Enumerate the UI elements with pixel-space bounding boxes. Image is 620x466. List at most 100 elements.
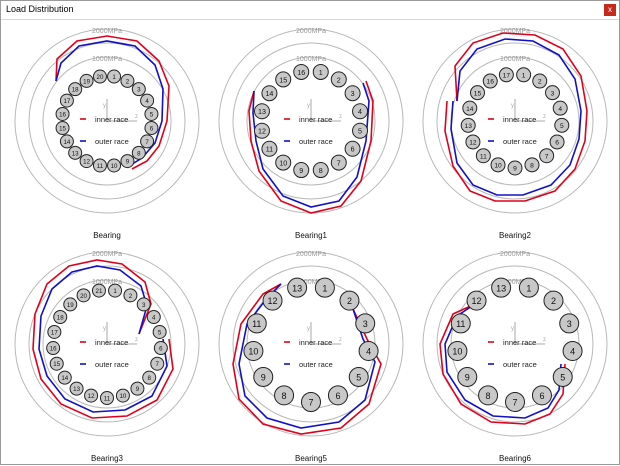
ball [457,366,478,387]
ball-label: 7 [308,398,313,408]
ring-label-inner: 1000MPa [92,56,122,63]
ball-label: 12 [88,393,95,400]
legend-label: outer race [95,137,129,146]
ball [153,341,168,356]
ball [92,158,107,173]
ball-label: 1 [322,283,327,293]
ball-label: 6 [159,346,163,353]
ball-label: 14 [265,90,273,98]
ball-label: 3 [137,87,141,94]
ball [120,154,135,169]
ball-label: 10 [279,159,287,167]
ball [55,121,70,136]
ball [140,134,155,149]
ball-label: 5 [560,373,565,383]
ball-label: 9 [299,167,303,175]
ball-label: 9 [465,373,470,383]
ball-label: 4 [570,347,575,357]
ball-label: 11 [266,146,273,154]
ring-label-outer: 2000MPa [500,28,530,35]
ball [532,73,548,89]
y-axis-label: y [103,326,106,332]
ball-label: 1 [112,74,116,81]
ball-label: 15 [53,361,60,368]
z-axis-label: z [543,337,546,343]
ring-label-inner: 1000MPa [296,56,326,63]
ball [274,385,295,406]
ball [482,73,498,89]
ball-label: 16 [50,346,57,353]
grid-ring [28,42,186,200]
ball [552,100,568,116]
ball [549,134,565,150]
ball [460,117,476,133]
legend-label: outer race [299,137,333,146]
ball [55,106,70,121]
ball [344,140,361,157]
grid-ring [246,56,376,186]
ball [69,381,84,396]
ball-label: 12 [469,140,477,147]
ball-label: 4 [152,314,156,321]
ball-label: 10 [119,393,126,400]
ball-label: 3 [142,302,146,309]
ball [545,85,561,101]
grid-ring [232,42,390,200]
y-axis-label: y [307,326,310,332]
z-axis-label: z [543,114,546,120]
ball [115,388,130,403]
ball-label: 11 [456,319,465,329]
bearing1-caption: Bearing1 [294,231,328,240]
title-bar[interactable]: Load Distribution x [1,1,619,20]
ball-label: 13 [292,283,302,293]
ball-label: 14 [61,375,68,382]
ball [344,85,361,102]
legend-label: inner race [95,115,128,124]
ball-label: 9 [136,386,140,393]
ball-label: 15 [59,126,66,133]
ball-label: 21 [96,288,103,295]
ball [144,121,159,136]
ball [253,122,270,139]
outer-race-trace [444,303,562,419]
close-button[interactable]: x [604,4,616,16]
ball-label: 16 [59,111,66,118]
ball-label: 16 [297,69,305,77]
grid-ring [28,265,186,423]
grid-ring [422,251,608,437]
ball-label: 1 [522,72,526,79]
ball [465,134,481,150]
ball [76,288,91,303]
ball [92,69,107,84]
y-axis-label: y [103,103,106,109]
inner-race-trace [232,283,382,435]
ball [261,140,278,157]
ball [120,73,135,88]
ring-label-outer: 2000MPa [92,28,122,35]
ball [107,69,122,84]
ball-label: 2 [337,76,341,84]
ball [79,154,94,169]
legend-label: inner race [299,338,332,347]
inner-race-trace [32,259,174,419]
ball [47,324,62,339]
y-axis-label: y [307,103,310,109]
ball [355,313,376,334]
z-axis-label: z [135,114,138,120]
ball [524,157,540,173]
ball [275,71,292,88]
ball-label: 5 [560,123,564,130]
ball-label: 19 [83,78,90,85]
ball [330,154,347,171]
ball [358,340,379,361]
ball-label: 5 [150,111,154,118]
ball-label: 5 [356,373,361,383]
ball-label: 3 [363,319,368,329]
legend-label: outer race [299,360,333,369]
bearing3-caption: Bearing3 [90,454,124,463]
ball-label: 15 [474,90,482,97]
legend-label: outer race [503,137,537,146]
z-axis-label: z [339,114,342,120]
bearing5-panel: 2000MPa 1000MPa y z 1 2 3 4 5 6 7 8 9 10 11 12 13 inner r… [208,244,414,466]
ball-label: 8 [530,162,534,169]
